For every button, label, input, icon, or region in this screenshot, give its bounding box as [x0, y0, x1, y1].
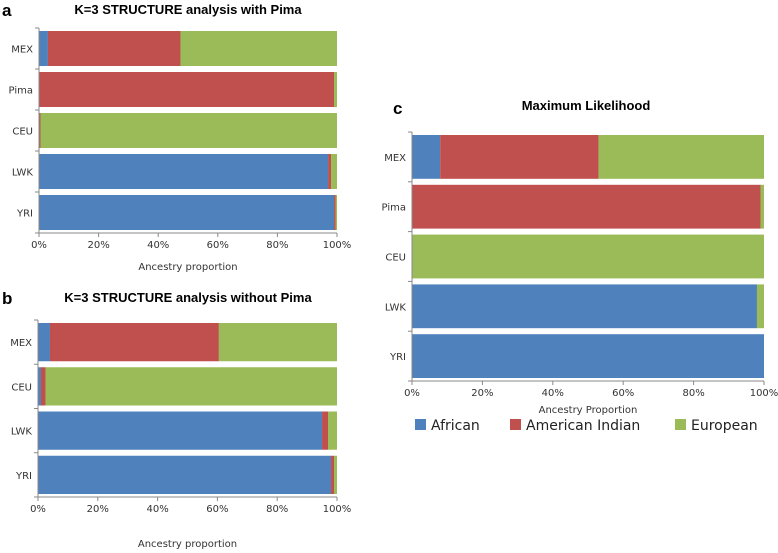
x-tick-label: 40%	[147, 240, 169, 251]
x-tick-label: 80%	[266, 504, 288, 515]
x-tick-label: 100%	[750, 388, 778, 399]
bar-segment-african-mex	[39, 31, 48, 66]
bar-segment-american-indian-yri	[334, 195, 336, 230]
bar-segment-american-indian-pima	[39, 72, 335, 107]
bar-segment-american-indian-ceu	[39, 113, 41, 148]
bar-segment-african-yri	[412, 334, 764, 378]
x-tick-label: 100%	[323, 504, 352, 515]
bar-segment-american-indian-mex	[49, 323, 219, 362]
legend: African American Indian European	[415, 418, 758, 434]
category-label: MEX	[11, 45, 33, 56]
legend-swatch-american-indian	[510, 419, 521, 430]
bar-segment-european-lwk	[328, 411, 337, 450]
bar-segment-european-mex	[218, 323, 337, 362]
panel-letter-a: a	[2, 1, 12, 20]
bar-segment-american-indian-mex	[47, 31, 181, 66]
panel-b: b K=3 STRUCTURE analysis without Pima ME…	[2, 289, 351, 550]
x-tick-label: 0%	[30, 504, 46, 515]
x-tick-label: 0%	[31, 240, 47, 251]
bar-segment-american-indian-lwk	[322, 411, 329, 450]
category-label: LWK	[385, 302, 407, 313]
legend-swatch-european	[675, 419, 686, 430]
bar-segment-african-mex	[412, 135, 441, 179]
bar-segment-european-yri	[335, 195, 337, 230]
x-tick-label: 80%	[266, 240, 288, 251]
bar-segment-european-lwk	[756, 284, 764, 329]
legend-label: American Indian	[526, 418, 640, 434]
category-label: LWK	[11, 427, 33, 438]
category-label: MEX	[384, 153, 406, 164]
bar-segment-american-indian-pima	[412, 184, 761, 229]
bar-segment-african-yri	[39, 195, 335, 230]
bar-segment-african-lwk	[412, 284, 757, 329]
bar-segment-european-mex	[180, 31, 337, 66]
plot-area: MEX Pima CEU LWK YRI 0% 20% 40% 60% 80% 100% Ancest…	[382, 131, 778, 416]
x-tick-label: 60%	[206, 504, 228, 515]
category-label: CEU	[12, 127, 33, 138]
bar-segment-african-lwk	[39, 154, 329, 189]
x-tick-label: 80%	[682, 388, 704, 399]
category-label: Pima	[9, 86, 33, 97]
x-tick-label: 20%	[471, 388, 493, 399]
x-axis-label: Ancestry proportion	[138, 262, 237, 273]
bar-segment-european-pima	[334, 72, 337, 107]
bar-segment-african-yri	[38, 455, 332, 494]
x-tick-label: 40%	[542, 388, 564, 399]
plot-area: MEX CEU LWK YRI 0% 20% 40% 60% 80% 100% Ancestry p…	[10, 319, 352, 550]
bar-segment-european-ceu	[412, 234, 764, 279]
category-label: YRI	[16, 209, 33, 220]
chart-title: K=3 STRUCTURE analysis with Pima	[74, 2, 302, 17]
bar-segment-american-indian-mex	[440, 135, 599, 179]
bar-segment-european-mex	[598, 135, 764, 179]
bar-segment-american-indian-yri	[331, 455, 335, 494]
chart-title: K=3 STRUCTURE analysis without Pima	[64, 290, 312, 305]
bar-segment-european-yri	[334, 455, 337, 494]
bar-segment-european-ceu	[45, 367, 337, 406]
category-label: LWK	[12, 168, 34, 179]
x-axis-label: Ancestry Proportion	[539, 405, 638, 416]
bar-segment-european-lwk	[331, 154, 337, 189]
panel-a: a K=3 STRUCTURE analysis with Pima MEX Pi…	[2, 1, 351, 273]
category-label: YRI	[389, 352, 406, 363]
bar-segment-american-indian-lwk	[328, 154, 332, 189]
bar-segment-european-pima	[760, 184, 764, 229]
bar-segment-african-lwk	[38, 411, 323, 450]
x-tick-label: 40%	[146, 504, 168, 515]
legend-label: European	[691, 418, 758, 434]
legend-label: African	[431, 418, 480, 434]
panel-letter-c: c	[393, 99, 402, 118]
category-label: Pima	[382, 203, 406, 214]
x-tick-label: 0%	[404, 388, 420, 399]
plot-area: MEX Pima CEU LWK YRI 0% 20% 40% 60% 80% 100% Ancest…	[9, 27, 352, 273]
bar-segment-african-mex	[38, 323, 50, 362]
panel-letter-b: b	[2, 289, 12, 308]
panel-c: c Maximum Likelihood MEX Pima CEU LWK YRI 0% 2…	[382, 98, 778, 416]
category-label: CEU	[11, 382, 32, 393]
chart-title: Maximum Likelihood	[522, 98, 651, 113]
x-tick-label: 60%	[612, 388, 634, 399]
x-tick-label: 60%	[207, 240, 229, 251]
x-tick-label: 100%	[323, 240, 352, 251]
bar-segment-african-ceu	[38, 367, 41, 406]
bar-segment-american-indian-ceu	[40, 367, 46, 406]
bar-segment-european-ceu	[40, 113, 338, 148]
category-label: CEU	[385, 253, 406, 264]
legend-swatch-african	[415, 419, 426, 430]
x-axis-label: Ancestry proportion	[138, 539, 237, 550]
category-label: YRI	[15, 471, 32, 482]
x-tick-label: 20%	[87, 504, 109, 515]
category-label: MEX	[10, 338, 32, 349]
x-tick-label: 20%	[87, 240, 109, 251]
